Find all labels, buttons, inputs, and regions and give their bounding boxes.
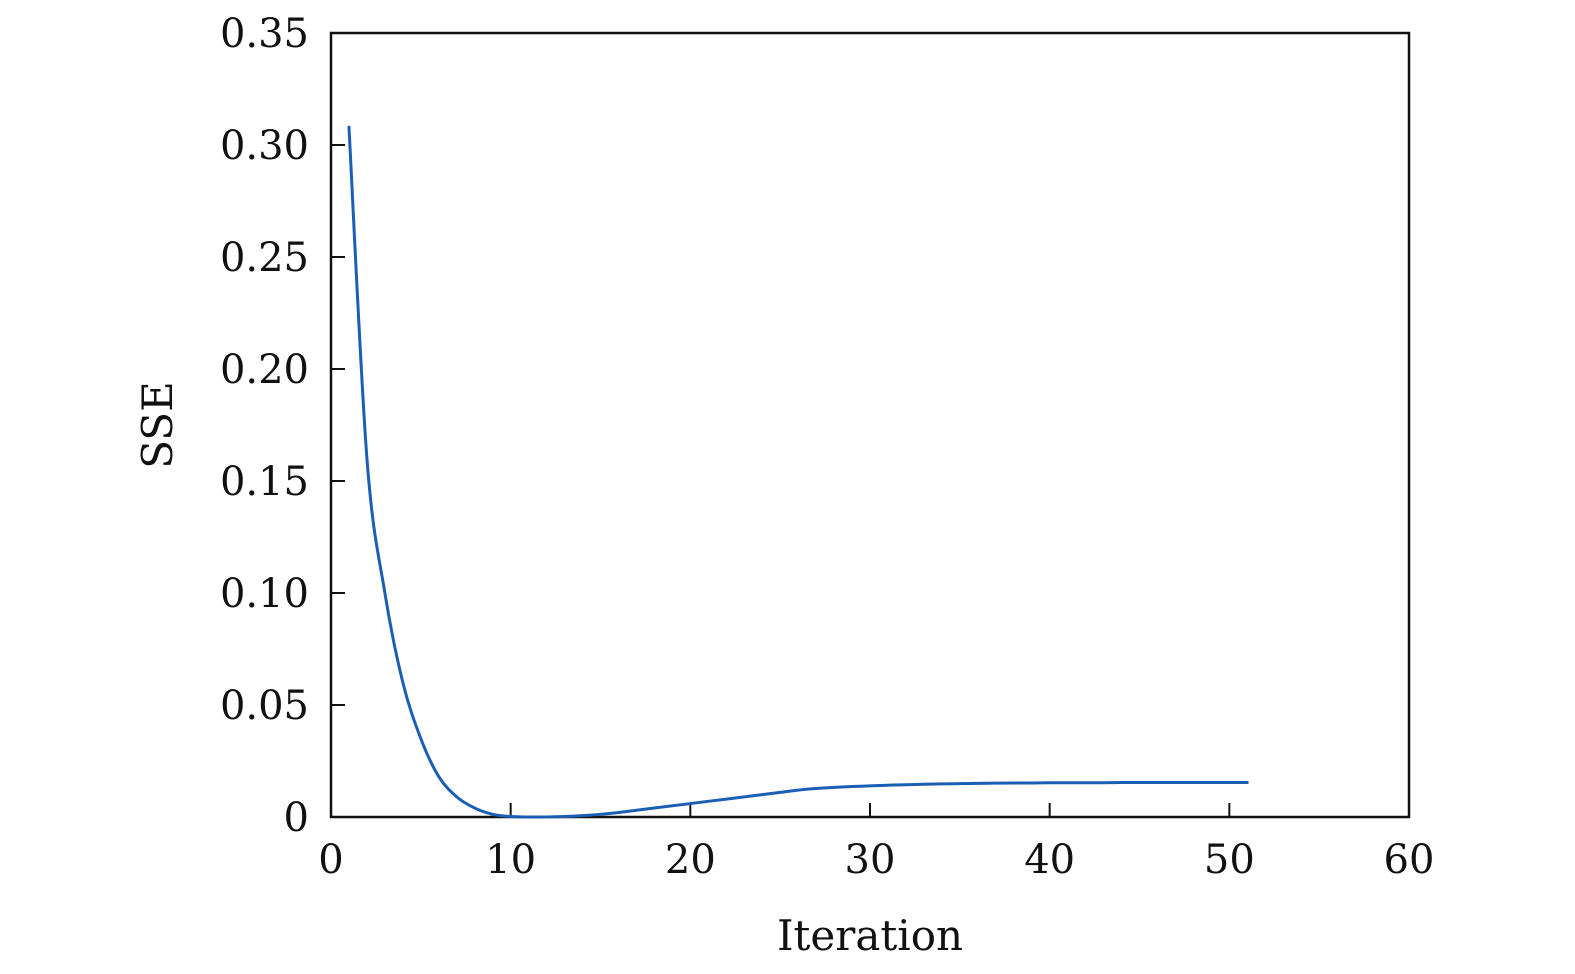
- plot-frame: [329, 31, 1411, 819]
- y-tick-label: 0: [284, 795, 309, 841]
- x-axis-ticks: 0 10 20 30 40 50 60: [318, 803, 1434, 883]
- y-tick-label: 0.10: [220, 571, 309, 617]
- y-tick-label: 0.20: [220, 347, 309, 393]
- x-tick-label: 10: [485, 837, 536, 883]
- series-layer: [347, 125, 1249, 819]
- y-tick-label: 0.05: [220, 683, 309, 729]
- x-axis-title: Iteration: [777, 911, 963, 960]
- x-tick-label: 60: [1384, 837, 1435, 883]
- x-tick-label: 50: [1204, 837, 1255, 883]
- y-axis-title: SSE: [133, 381, 182, 468]
- x-tick-label: 20: [665, 837, 716, 883]
- y-tick-label: 0.25: [220, 235, 309, 281]
- x-tick-label: 30: [845, 837, 896, 883]
- y-tick-label: 0.15: [220, 459, 309, 505]
- series-line-0: [347, 125, 1249, 819]
- y-tick-label: 0.35: [220, 11, 309, 57]
- x-tick-label: 0: [318, 837, 343, 883]
- y-tick-label: 0.30: [220, 123, 309, 169]
- y-axis-ticks: 0 0.05 0.10 0.15 0.20 0.25 0.30 0.35: [220, 11, 345, 841]
- x-tick-label: 40: [1024, 837, 1075, 883]
